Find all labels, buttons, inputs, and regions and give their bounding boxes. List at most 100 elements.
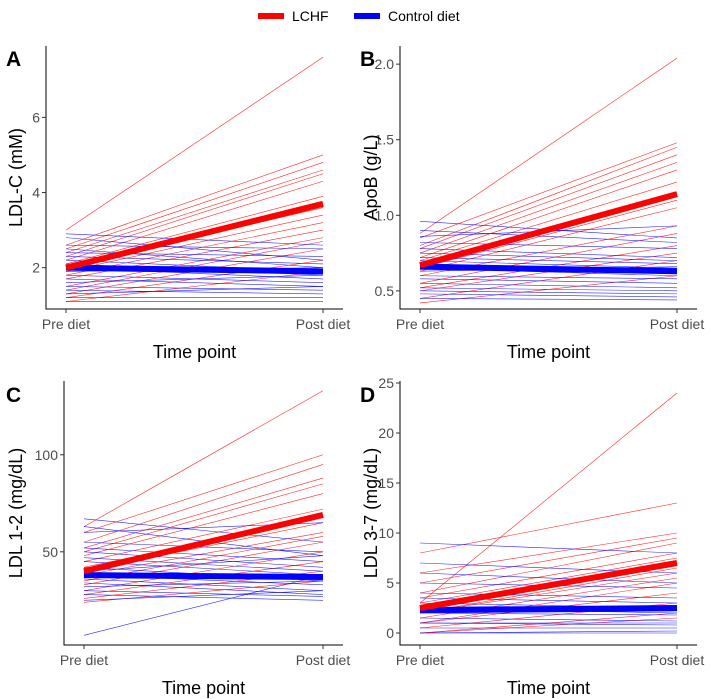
- panel-c-x-tick-label-1: Pre diet: [60, 652, 108, 668]
- panel-b-x-axis-title: Time point: [507, 342, 590, 362]
- panel-a-control-individual-line-13: [65, 274, 324, 283]
- panel-c-lchf-mean-line: [83, 512, 324, 575]
- panel-c-control-individual-line-16: [83, 594, 324, 601]
- panel-c-control-individual-line-12: [83, 578, 324, 591]
- panel-c-lchf-individual-line-6: [83, 493, 324, 556]
- panel-b: B 0.5 1.0 1.5 2.0 Pre diet Post diet Time point…: [360, 46, 704, 362]
- panel-c: C 50 100 Pre diet Post diet Time point LDL 1-2…: [6, 381, 350, 698]
- panel-d-lchf-individual-line-2: [419, 502, 678, 554]
- panel-d-lchf-individual-line-7: [419, 557, 678, 604]
- panel-c-control-individual-line-17: [83, 590, 324, 601]
- panel-b-lchf-individual-line-1: [419, 57, 678, 234]
- panel-a-control-individual-line-12: [65, 278, 324, 287]
- panel-b-control-individual-line-4: [419, 242, 678, 249]
- panel-b-lchf-individual-line-3: [419, 146, 678, 246]
- panel-d-y-tick-label-1: 0: [386, 625, 394, 641]
- panel-b-control-individual-line-14: [419, 283, 678, 289]
- panel-c-lchf-individual-line-10: [83, 532, 324, 576]
- panel-a-control-individual-line-16: [65, 286, 324, 295]
- panel-d-lchf-individual-line-12: [419, 582, 678, 624]
- panel-b-lchf-individual-line-4: [419, 154, 678, 249]
- panel-c-control-individual-line-13: [83, 582, 324, 595]
- panel-a-control-mean-line: [65, 264, 324, 275]
- panel-d-control-individual-line-15: [419, 630, 678, 634]
- panel-a-lchf-individual-line-4: [65, 169, 324, 253]
- panel-c-y-tick-label-2: 100: [35, 447, 59, 463]
- panel-d-control-individual-line-11: [419, 617, 678, 622]
- panel-c-control-individual-line-5: [83, 547, 324, 562]
- panel-b-control-mean-line: [419, 263, 678, 275]
- panel-a-control-individual-line-14: [65, 286, 324, 291]
- panel-c-x-tick-label-2: Post diet: [296, 652, 351, 668]
- panel-a-lchf-individual-line-7: [65, 195, 324, 265]
- panel-b-lchf-individual-line-9: [419, 199, 678, 269]
- panel-d-control-individual-line-3: [419, 572, 678, 584]
- panel-b-control-individual-line-18: [419, 298, 678, 301]
- panel-d-y-tick-label-2: 5: [386, 575, 394, 591]
- panel-d-y-tick-label-5: 20: [378, 425, 394, 441]
- panel-letter-a: A: [6, 48, 21, 71]
- panel-a-control-individual-line-3: [65, 244, 324, 250]
- panel-b-control-individual-line-7: [419, 257, 678, 264]
- panel-b-y-tick-label-3: 1.5: [375, 132, 395, 148]
- panel-d-x-tick-label-2: Post diet: [650, 652, 705, 668]
- panel-d-x-tick-label-1: Pre diet: [396, 652, 444, 668]
- panel-c-lchf-individual-line-5: [83, 483, 324, 553]
- panel-b-lchf-individual-line-2: [419, 142, 678, 239]
- panel-b-x-tick-label-2: Post diet: [650, 316, 705, 332]
- panel-a-y-tick-label-2: 4: [32, 185, 40, 201]
- panel-a-lchf-individual-line-16: [65, 271, 324, 302]
- panel-b-control-individual-line-17: [419, 293, 678, 298]
- panel-d-control-individual-line-13: [419, 622, 678, 626]
- panel-letter-c: C: [6, 384, 21, 407]
- panel-a: A 2 4 6 Pre diet Post diet Time point LDL-C (mM…: [6, 46, 350, 362]
- panel-a-lchf-individual-line-12: [65, 237, 324, 287]
- panel-b-lchf-individual-line-7: [419, 181, 678, 261]
- panel-c-lchf-individual-line-2: [83, 454, 324, 533]
- panel-b-control-individual-line-12: [419, 275, 678, 280]
- panel-d-control-individual-line-1: [419, 542, 678, 554]
- panel-a-control-individual-line-2: [65, 237, 324, 261]
- panel-d-x-axis-title: Time point: [507, 678, 590, 698]
- panel-a-lchf-individual-line-1: [65, 57, 324, 231]
- legend: LCHF Control diet: [258, 8, 460, 24]
- panel-d-y-tick-label-6: 25: [378, 375, 394, 391]
- panel-b-control-individual-line-5: [419, 248, 678, 258]
- panel-d-y-axis-title: LDL 3-7 (mg/dL): [361, 448, 381, 578]
- panel-c-y-axis-title: LDL 1-2 (mg/dL): [6, 448, 26, 578]
- panel-b-y-tick-label-2: 1.0: [375, 207, 395, 223]
- panel-d-control-mean-line: [419, 605, 678, 613]
- panel-a-lchf-individual-line-6: [65, 180, 324, 261]
- panel-a-x-axis-title: Time point: [153, 342, 236, 362]
- panel-a-y-tick-label-3: 6: [32, 109, 40, 125]
- panel-b-control-individual-line-2: [419, 230, 678, 243]
- panel-c-control-mean-line: [83, 572, 324, 581]
- panel-b-lchf-individual-line-6: [419, 169, 678, 258]
- panel-b-lchf-individual-line-10: [419, 207, 678, 272]
- panel-a-y-axis-title: LDL-C (mM): [6, 128, 26, 227]
- panel-b-lchf-individual-line-12: [419, 233, 678, 284]
- panel-a-x-tick-label-2: Post diet: [296, 316, 351, 332]
- legend-control-label: Control diet: [388, 8, 460, 24]
- panel-d-control-individual-line-9: [419, 612, 678, 616]
- panel-c-control-individual-line-10: [83, 555, 324, 572]
- panel-c-control-individual-line-1: [83, 518, 324, 543]
- panel-a-lchf-individual-line-2: [65, 154, 324, 246]
- panel-b-lchf-individual-line-5: [419, 162, 678, 254]
- panel-a-control-individual-line-4: [65, 248, 324, 268]
- panel-a-lchf-individual-line-3: [65, 162, 324, 250]
- panel-a-control-individual-line-1: [65, 233, 324, 246]
- panel-letter-b: B: [360, 48, 375, 71]
- panel-d-y-tick-label-3: 10: [378, 525, 394, 541]
- panel-c-lchf-individual-line-3: [83, 464, 324, 543]
- panel-b-control-individual-line-16: [419, 290, 678, 295]
- panel-d-lchf-mean-line: [419, 560, 678, 611]
- panel-b-lchf-mean-line: [419, 191, 678, 269]
- panel-b-y-tick-label-1: 0.5: [375, 283, 395, 299]
- panel-c-lchf-individual-line-4: [83, 477, 324, 549]
- panel-a-lchf-mean-line: [65, 200, 324, 271]
- panel-c-control-individual-line-18: [83, 574, 324, 636]
- legend-lchf-label: LCHF: [292, 8, 329, 24]
- panel-b-y-axis-title: ApoB (g/L): [361, 134, 381, 220]
